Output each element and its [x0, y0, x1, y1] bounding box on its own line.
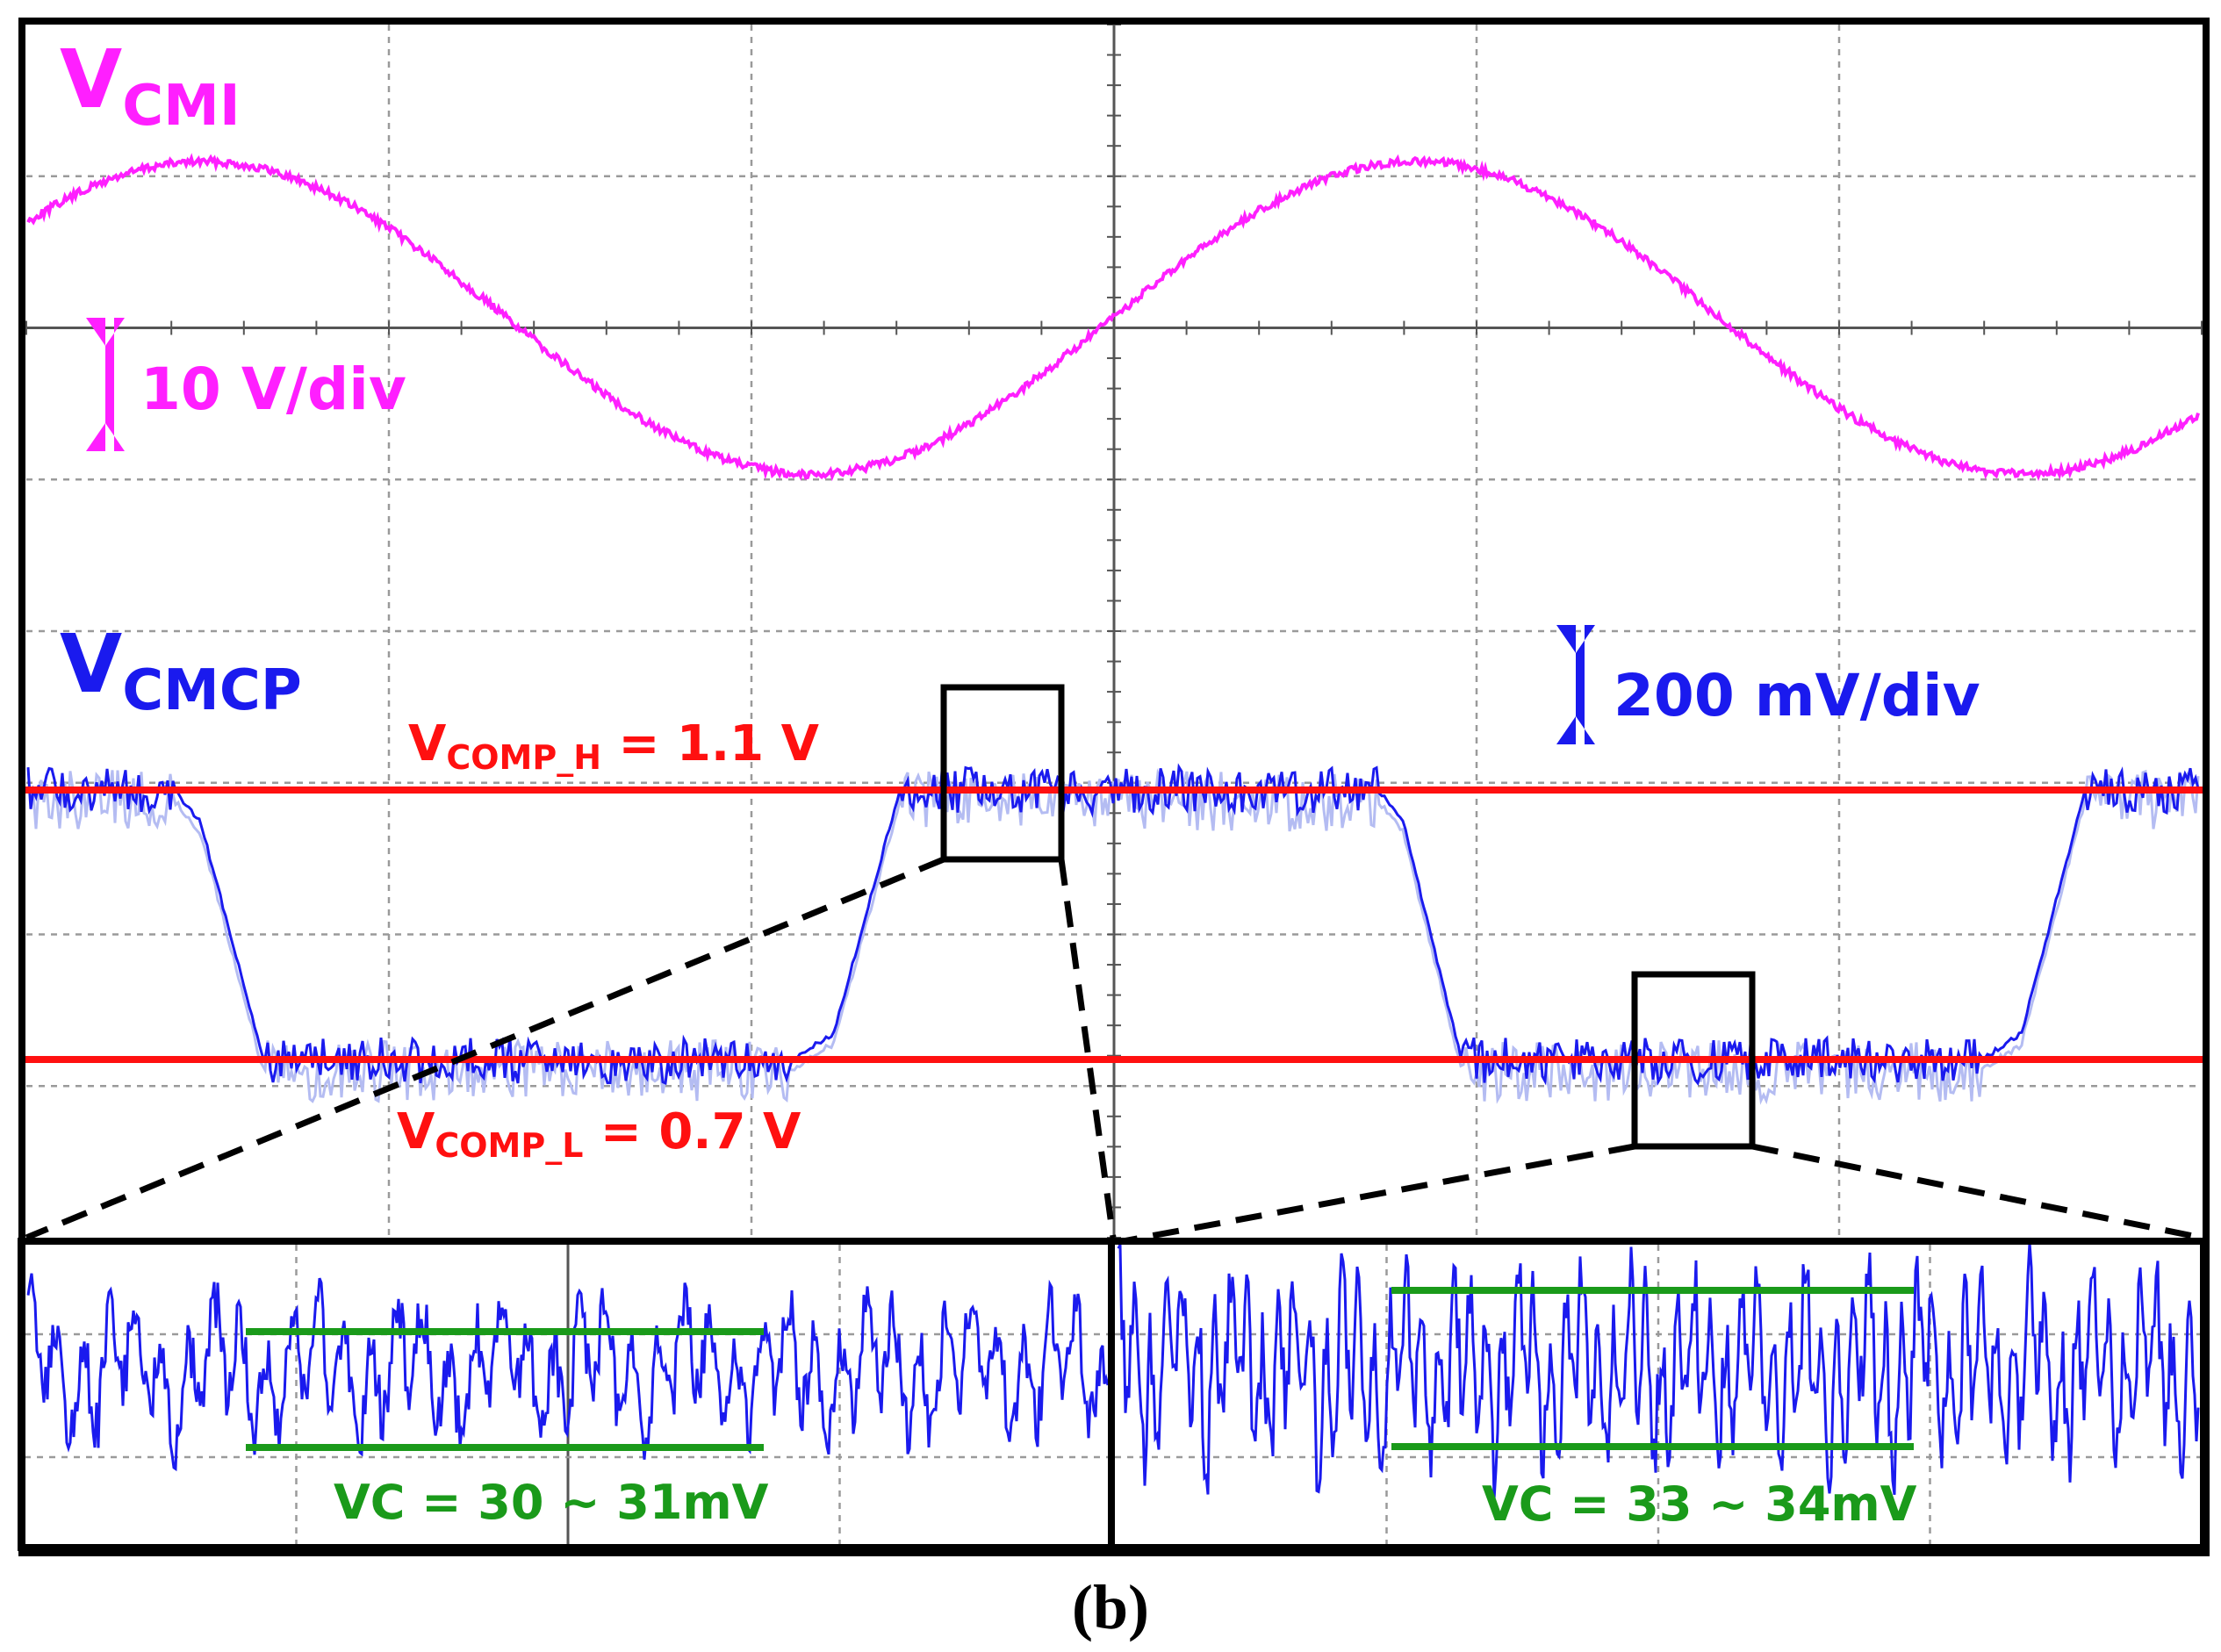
- vcomp-l-sub: COMP_L: [435, 1126, 583, 1165]
- zoom-marks: [25, 684, 2203, 1246]
- vcomp-h-label: VCOMP_H = 1.1 V: [408, 715, 820, 777]
- zoom-leader-line: [25, 856, 945, 1241]
- threshold-lines: [25, 786, 2205, 1063]
- inset-left-waveform: [26, 1273, 1110, 1472]
- zoom-leader-line: [1112, 1143, 1635, 1246]
- vcmi-scale-arrow-icon: [86, 318, 125, 451]
- vcomp-h-main: V: [408, 715, 447, 772]
- figure-caption: (b): [1072, 1572, 1149, 1642]
- vcmi-label-main: V: [60, 32, 122, 126]
- vcmp-label: VCMCP: [60, 617, 302, 723]
- zoom-leader-line: [1751, 1143, 2203, 1241]
- main-frame: [18, 18, 2210, 1556]
- vcmp-scale-label: 200 mV/div: [1614, 662, 1980, 729]
- zoom-box-high: [940, 684, 1065, 863]
- inset-right-waveform: [1117, 1242, 2200, 1500]
- vcomp-l-label: VCOMP_L = 0.7 V: [397, 1103, 801, 1165]
- vcmi-label: VCMI: [60, 32, 241, 139]
- vcomp-h-value: = 1.1 V: [601, 715, 820, 772]
- vcmp-scale-arrow-icon: [1556, 625, 1595, 744]
- vcomp-l-main: V: [397, 1103, 435, 1160]
- vcmi-trace: [26, 153, 2200, 482]
- zoom-leader-line: [1058, 858, 1117, 1239]
- zoom-box-low: [1631, 971, 1756, 1150]
- vcmp-label-main: V: [60, 617, 122, 711]
- inset-right-ripple-label: VC = 33 ~ 34mV: [1482, 1476, 1917, 1532]
- vcmi-scale-label: 10 V/div: [140, 356, 406, 423]
- vcomp-l-value: = 0.7 V: [583, 1103, 801, 1160]
- vcmi-label-sub: CMI: [122, 74, 240, 139]
- vcmp-label-sub: CMCP: [122, 658, 302, 723]
- vcomp-h-sub: COMP_H: [446, 738, 601, 777]
- vcmi-waveform: [26, 153, 2200, 482]
- inset-panels: [18, 1238, 2207, 1551]
- inset-left-ripple-label: VC = 30 ~ 31mV: [334, 1475, 769, 1530]
